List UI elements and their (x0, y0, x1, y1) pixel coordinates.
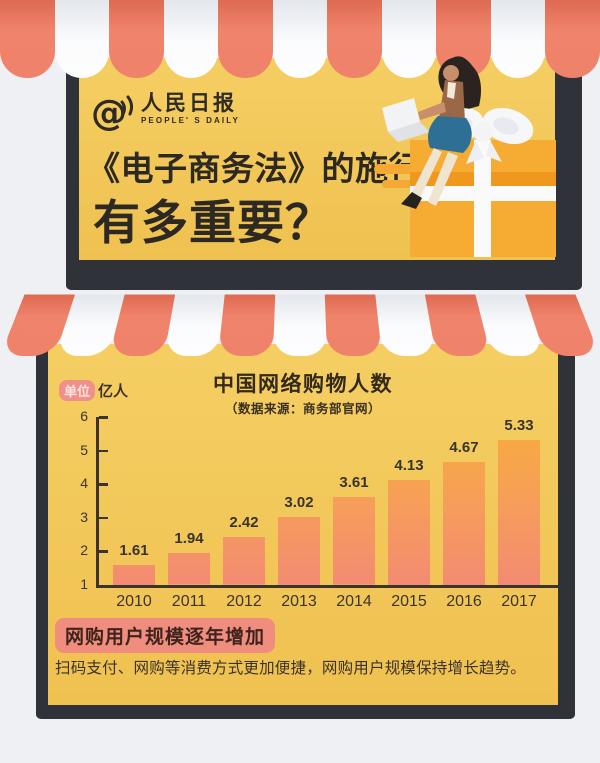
bar-value-label: 2.42 (229, 514, 259, 532)
awning-stripe-red (327, 0, 382, 78)
awning-stripe-white (490, 0, 546, 78)
peoples-daily-logo: @ 人民日报 PEOPLE' S DAILY (91, 92, 240, 134)
caption-text: 扫码支付、网购等消费方式更加便捷，网购用户规模保持增长趋势。 (55, 660, 527, 677)
bar-value-label: 3.61 (339, 474, 369, 492)
bar-value-label: 3.02 (284, 494, 314, 512)
y-tick-label: 5 (80, 441, 88, 458)
x-axis-label: 2012 (226, 593, 262, 610)
y-tick-label: 2 (80, 542, 88, 559)
awning-stripe-white (272, 0, 328, 78)
unit-text: 亿人 (98, 383, 129, 400)
awning-stripe-white (381, 0, 437, 78)
awning-stripe-red (218, 0, 273, 78)
bar-2015: 4.13 (388, 457, 430, 585)
awning-stripe-red (545, 0, 600, 78)
chart-subtitle: （数据来源：商务部官网） (224, 402, 381, 416)
bar-value-label: 1.94 (174, 530, 204, 548)
at-megaphone-icon: @ (91, 93, 134, 134)
brand-name-en: PEOPLE' S DAILY (141, 116, 240, 126)
y-tick-label: 1 (80, 576, 88, 592)
y-tick-mark (99, 416, 108, 419)
x-axis-label: 2013 (281, 593, 317, 610)
bar-value-label: 4.67 (449, 438, 479, 456)
awning-stripe-white (272, 294, 328, 356)
bar-value-label: 1.61 (119, 541, 149, 559)
logo-text: 人民日报 PEOPLE' S DAILY (141, 92, 240, 125)
bar-2016: 4.67 (443, 439, 485, 585)
x-axis-label: 2016 (446, 593, 482, 610)
header-board-inner: @ 人民日报 PEOPLE' S DAILY 《电子商务法》的施行 有多重要？ (79, 58, 555, 260)
y-tick-label: 6 (80, 408, 88, 424)
brand-name: 人民日报 (141, 92, 237, 115)
y-axis-labels: 1 2 3 4 5 6 (62, 408, 88, 619)
x-axis-labels: 2010 2011 2012 2013 2014 2015 2016 2017 (113, 593, 540, 611)
bar-2013: 3.02 (278, 494, 320, 585)
y-tick-label: 4 (80, 475, 88, 492)
chart-title: 中国网络购物人数 (213, 373, 393, 396)
awning-middle (0, 286, 600, 356)
awning-stripe-white (54, 0, 110, 78)
y-tick-mark (99, 483, 108, 486)
awning-top (0, 0, 600, 78)
awning-stripe-white (163, 294, 225, 356)
y-tick-mark (99, 550, 108, 553)
y-tick-mark (99, 449, 108, 453)
awning-stripe-white (163, 0, 219, 78)
laptop-icon (382, 98, 430, 142)
awning-stripes (0, 294, 600, 356)
bar-2011: 1.94 (168, 530, 210, 585)
x-axis-label: 2014 (336, 593, 372, 610)
bar-2014: 3.61 (333, 474, 375, 585)
woman-on-giftbox-illustration (374, 56, 556, 257)
bar-value-label: 5.33 (504, 416, 534, 434)
x-axis-label: 2010 (116, 593, 152, 610)
bar-2012: 2.42 (223, 514, 265, 585)
x-axis-label: 2015 (391, 593, 427, 610)
bar-2010: 1.61 (113, 542, 155, 585)
x-axis-label: 2011 (171, 593, 207, 610)
awning-stripe-red (218, 294, 275, 356)
awning-stripe-red (109, 0, 164, 78)
svg-text:@: @ (91, 93, 127, 134)
unit-badge: 单位 (59, 380, 96, 401)
highlight-headline: 网购用户规模逐年增加 (55, 618, 276, 653)
unit-label: 单位 亿人 (59, 380, 128, 401)
poster-title-line1: 《电子商务法》的施行 (87, 150, 422, 187)
bar-value-label: 4.13 (394, 456, 424, 474)
bar-2017: 5.33 (498, 417, 540, 585)
awning-stripe-red (325, 294, 382, 356)
y-tick-mark (99, 516, 108, 520)
bar-plot: 1.61 1.94 2.42 3.02 3.61 4.13 4.67 5.33 (96, 416, 559, 588)
x-axis-label: 2017 (501, 593, 537, 610)
awning-stripe-red (0, 0, 55, 78)
woman-figure (401, 56, 482, 209)
y-tick-label: 3 (80, 508, 88, 525)
poster-title-line2: 有多重要？ (93, 196, 333, 249)
